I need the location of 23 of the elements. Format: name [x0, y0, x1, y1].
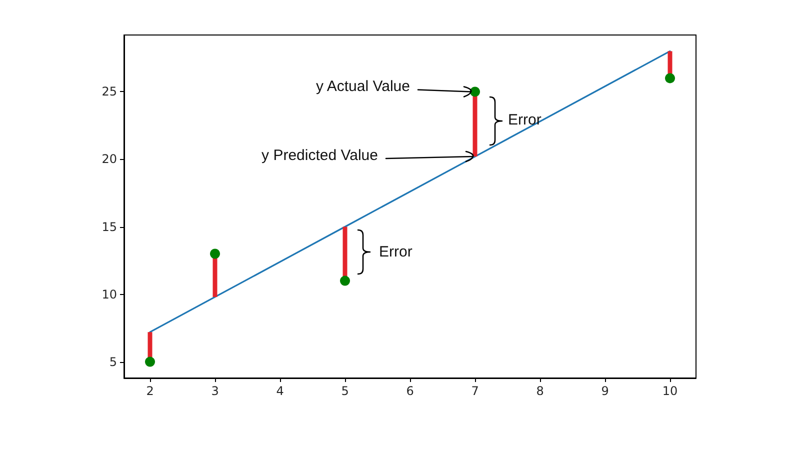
x-tick-label: 3	[211, 384, 219, 398]
x-tick-label: 10	[662, 384, 678, 398]
y-tick-label: 5	[109, 354, 117, 369]
x-tick-label: 9	[601, 384, 609, 398]
point	[210, 248, 220, 259]
annotation: y Predicted Value	[262, 147, 378, 164]
y-tick-label: 25	[102, 84, 117, 99]
x-tick-label: 7	[471, 384, 479, 398]
point	[470, 86, 480, 97]
x-tick-label: 8	[536, 384, 544, 398]
point	[665, 73, 675, 84]
y-tick-label: 20	[102, 152, 117, 166]
annotation: Error	[508, 112, 542, 128]
x-tick-label: 5	[341, 384, 349, 398]
y-tick-label: 10	[102, 287, 117, 302]
x-tick-label: 4	[276, 384, 284, 398]
annotation: y Actual Value	[316, 78, 410, 96]
annotation: Error	[379, 244, 412, 260]
y-tick-label: 15	[102, 220, 117, 234]
x-tick-label: 6	[406, 384, 414, 398]
point	[145, 356, 155, 367]
point	[340, 276, 350, 286]
x-tick-label: 2	[146, 384, 154, 398]
